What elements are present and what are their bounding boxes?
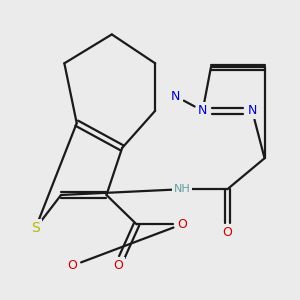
Text: NH: NH [174,184,190,194]
Text: O: O [68,259,77,272]
Text: N: N [171,90,181,103]
Text: O: O [113,259,123,272]
Text: N: N [198,104,207,117]
Text: O: O [177,218,187,231]
Text: O: O [223,226,232,239]
Text: N: N [248,104,257,117]
Text: S: S [31,221,40,236]
